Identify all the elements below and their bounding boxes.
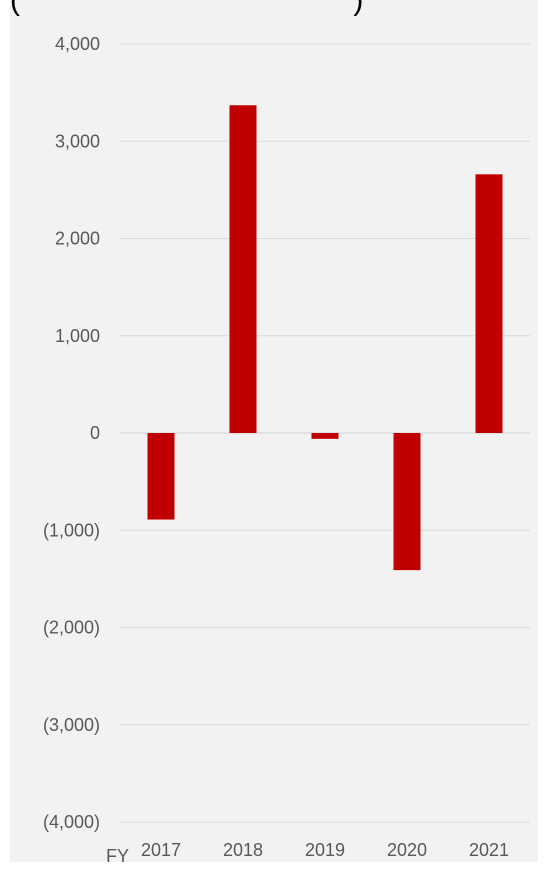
x-tick-label: 2021	[469, 840, 509, 860]
y-tick-label: 1,000	[55, 326, 100, 346]
x-axis-prefix-label: FY	[106, 846, 129, 862]
x-tick-label: 2018	[223, 840, 263, 860]
bars	[147, 105, 503, 571]
y-axis-ticks: 4,000 3,000 2,000 1,000 0 (1,000) (2,000) (3,00…	[43, 34, 100, 832]
x-tick-label: 2020	[387, 840, 427, 860]
bar-2020	[393, 433, 421, 571]
y-tick-label: 3,000	[55, 131, 100, 151]
header-cutoff-text: ( )	[10, 0, 364, 17]
y-tick-label: 4,000	[55, 34, 100, 54]
y-tick-label: 0	[90, 423, 100, 443]
y-tick-label: (1,000)	[43, 520, 100, 540]
bar-2017	[147, 433, 175, 520]
y-tick-label: 2,000	[55, 229, 100, 249]
chart-panel: ( ) 4,000 3,000 2,000 1,000 0 (1,000) (2,000) (…	[10, 0, 538, 862]
bar-chart: 4,000 3,000 2,000 1,000 0 (1,000) (2,000) (3,00…	[43, 34, 530, 862]
bar-2021	[475, 174, 503, 433]
y-tick-label: (2,000)	[43, 618, 100, 638]
y-tick-label: (4,000)	[43, 812, 100, 832]
y-tick-label: (3,000)	[43, 715, 100, 735]
bar-2018	[229, 105, 257, 433]
bar-2019	[311, 433, 339, 439]
x-tick-label: 2019	[305, 840, 345, 860]
x-tick-label: 2017	[141, 840, 181, 860]
x-axis-ticks: 2017 2018 2019 2020 2021 FY	[106, 840, 509, 862]
